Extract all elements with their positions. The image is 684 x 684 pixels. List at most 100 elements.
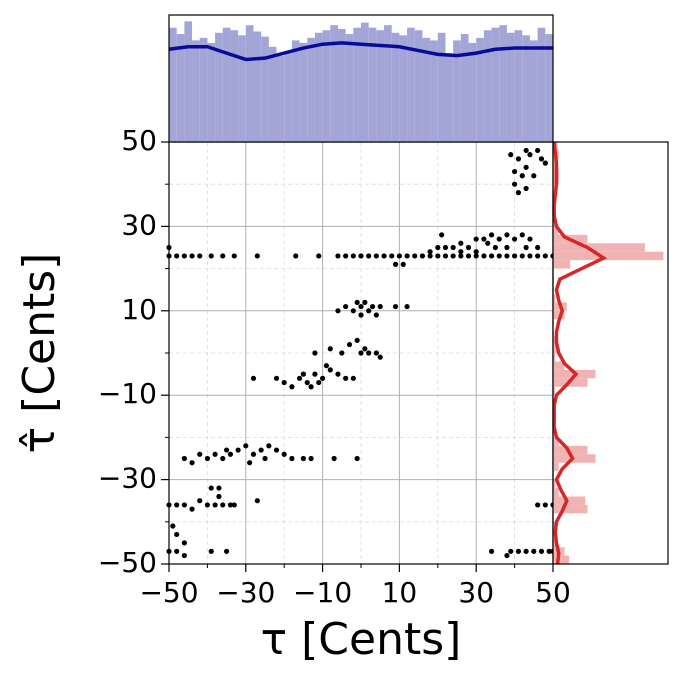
histogram-bar <box>215 32 223 142</box>
point <box>212 451 218 457</box>
point <box>258 447 264 453</box>
histogram-bar <box>553 361 565 370</box>
point <box>358 350 364 356</box>
histogram-bar <box>553 479 556 489</box>
point <box>308 455 314 462</box>
point <box>312 371 318 377</box>
histogram-bar <box>499 25 507 142</box>
point <box>523 244 529 251</box>
histogram-bar <box>553 521 556 531</box>
point <box>458 253 464 259</box>
point <box>208 548 214 554</box>
point <box>350 308 356 314</box>
point <box>488 253 495 259</box>
histogram-bar <box>491 27 500 143</box>
x-tick-label: 10 <box>382 576 418 609</box>
y-tick-label: −50 <box>98 546 157 579</box>
x-tick-label: 30 <box>458 576 494 609</box>
histogram-bar <box>553 226 559 235</box>
point <box>535 253 541 259</box>
point <box>412 253 418 259</box>
kde-curve <box>552 141 608 565</box>
histogram-bar <box>553 251 664 261</box>
point <box>523 164 529 170</box>
point <box>504 232 510 238</box>
point <box>400 261 406 267</box>
point <box>504 244 510 251</box>
point <box>350 375 356 381</box>
histogram-bar <box>407 27 415 143</box>
point <box>281 451 287 457</box>
point <box>366 253 372 259</box>
point <box>331 455 337 462</box>
point <box>427 253 433 259</box>
point <box>511 253 518 259</box>
point <box>519 232 525 238</box>
point <box>327 367 333 373</box>
point <box>335 253 341 259</box>
point <box>358 253 364 259</box>
point <box>216 485 222 491</box>
point <box>435 244 441 251</box>
histogram-bar <box>553 310 565 320</box>
histogram-bar <box>399 35 408 142</box>
kde-curve <box>168 41 553 62</box>
histogram-bar <box>268 46 277 142</box>
histogram-bar <box>553 504 588 514</box>
point <box>366 308 372 314</box>
histogram-bar <box>514 30 523 143</box>
histogram-bar <box>345 34 354 142</box>
point <box>373 253 379 259</box>
point <box>231 253 237 259</box>
histogram-bar <box>261 36 269 143</box>
point <box>392 261 399 267</box>
x-tick-label: −30 <box>216 576 275 609</box>
point <box>343 375 349 381</box>
point <box>354 455 360 462</box>
histogram-bar <box>337 28 346 142</box>
histogram-bar <box>483 30 492 143</box>
histogram-bar <box>391 32 400 142</box>
histogram-bar <box>506 32 515 142</box>
point <box>473 249 479 255</box>
point <box>358 303 364 310</box>
histogram-bar <box>437 32 446 142</box>
histogram-bar <box>245 25 254 142</box>
point <box>531 173 537 179</box>
point <box>254 498 260 504</box>
point <box>519 253 525 259</box>
histogram-bar <box>284 53 292 142</box>
point <box>377 354 383 360</box>
point <box>227 451 234 457</box>
point <box>527 253 533 259</box>
histogram-bar <box>422 37 431 142</box>
point <box>231 502 237 508</box>
y-tick-label: −10 <box>98 377 157 410</box>
point <box>312 350 318 356</box>
histogram-bar <box>330 25 338 142</box>
histogram-bar <box>222 27 231 143</box>
point <box>266 443 272 449</box>
point <box>492 244 498 251</box>
point <box>354 299 360 305</box>
point <box>181 540 187 546</box>
point <box>496 253 502 259</box>
point <box>296 375 303 381</box>
point <box>220 502 226 508</box>
point <box>392 303 399 310</box>
point <box>515 156 522 162</box>
point <box>208 485 214 491</box>
point <box>389 253 395 259</box>
histogram-bar <box>307 37 315 142</box>
histogram-bar <box>529 40 538 142</box>
point <box>174 531 180 538</box>
point <box>262 455 268 462</box>
point <box>174 253 180 259</box>
point <box>538 548 545 554</box>
point <box>546 548 552 554</box>
histogram-bar <box>299 42 308 142</box>
point <box>247 460 253 466</box>
point <box>243 443 249 449</box>
histogram-bar <box>276 55 285 142</box>
